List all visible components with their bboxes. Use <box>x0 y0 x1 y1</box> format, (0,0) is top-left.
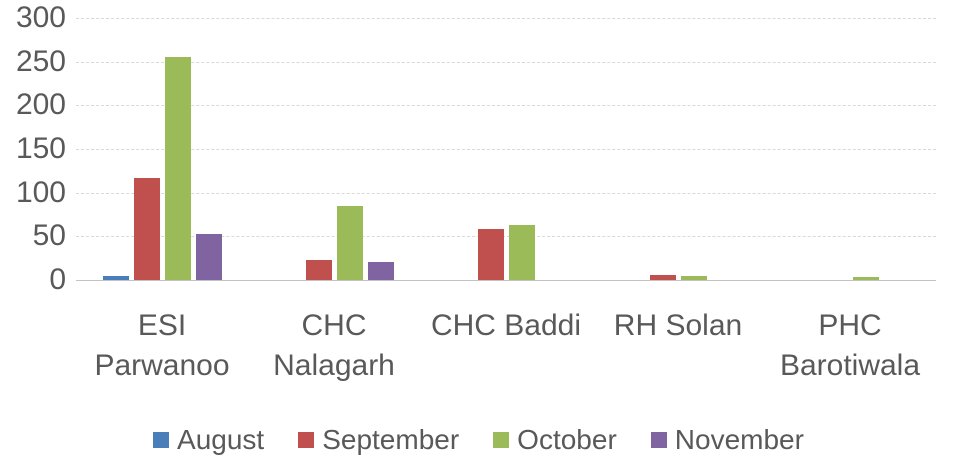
legend-item-august: August <box>153 424 264 456</box>
legend-swatch-september <box>298 432 315 448</box>
bar-october-chc-nalagarh <box>336 206 363 280</box>
bar-november-esi-parwanoo <box>195 234 222 280</box>
x-axis-label-rh-solan: RH Solan <box>592 306 764 346</box>
x-axis-label-text: CHC Baddi <box>430 309 582 342</box>
y-tick-label-100: 100 <box>15 175 66 209</box>
gridline-300 <box>76 18 936 19</box>
gridline-250 <box>76 61 936 63</box>
bar-september-chc-baddi <box>477 229 504 280</box>
x-axis-label-esi-parwanoo: ESI Parwanoo <box>76 306 248 386</box>
legend-item-november: November <box>650 424 804 456</box>
x-axis-label-text: RH Solan <box>613 309 743 342</box>
x-axis-label-chc-nalagarh: CHC Nalagarh <box>248 306 420 386</box>
legend-swatch-october <box>493 432 510 448</box>
legend-label-august: August <box>177 424 265 455</box>
bar-september-esi-parwanoo <box>133 178 160 280</box>
x-axis-label-text: ESI Parwanoo <box>94 309 230 382</box>
bar-september-chc-nalagarh <box>305 260 332 280</box>
bar-november-chc-nalagarh <box>367 262 394 280</box>
bar-october-chc-baddi <box>508 225 535 280</box>
legend-item-september: September <box>298 424 459 456</box>
legend-item-october: October <box>493 424 617 456</box>
legend: August September October November <box>0 424 957 456</box>
y-tick-label-300: 300 <box>15 1 66 34</box>
y-tick-label-0: 0 <box>49 263 66 296</box>
legend-swatch-august <box>153 432 170 448</box>
legend-label-september: September <box>322 424 460 455</box>
gridline-200 <box>76 105 936 107</box>
bar-october-phc-barotiwala <box>852 277 879 280</box>
x-axis-label-phc-barotiwala: PHC Barotiwala <box>764 306 936 386</box>
x-axis-label-text: PHC Barotiwala <box>779 309 921 382</box>
y-tick-label-200: 200 <box>15 88 66 122</box>
gridline-150 <box>76 149 936 150</box>
gridline-100 <box>76 192 936 194</box>
legend-label-october: October <box>517 424 617 455</box>
x-axis-label-chc-baddi: CHC Baddi <box>420 306 592 346</box>
gridline-0 <box>76 280 936 281</box>
bar-august-esi-parwanoo <box>102 276 129 280</box>
legend-label-november: November <box>674 424 804 455</box>
bar-october-rh-solan <box>680 276 707 280</box>
legend-swatch-november <box>650 432 667 448</box>
y-tick-label-50: 50 <box>32 219 66 253</box>
y-tick-label-150: 150 <box>15 132 66 165</box>
bar-october-esi-parwanoo <box>164 57 191 280</box>
y-tick-label-250: 250 <box>15 44 66 78</box>
x-axis-label-text: CHC Nalagarh <box>273 309 395 382</box>
gridline-50 <box>76 236 936 238</box>
bar-september-rh-solan <box>649 275 676 280</box>
